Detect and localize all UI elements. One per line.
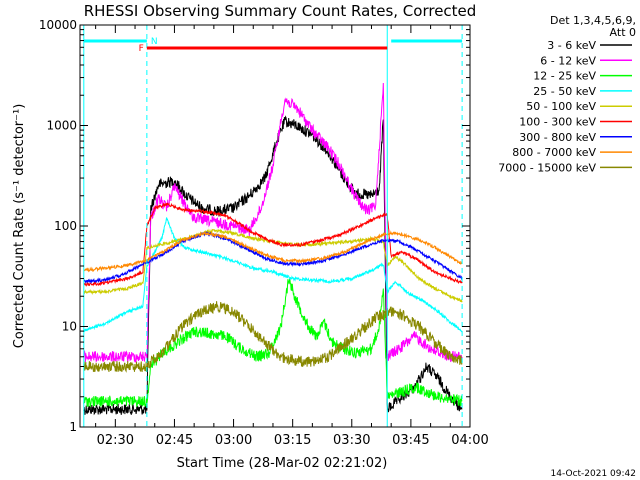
x-tick-label: 03:45 — [392, 433, 429, 448]
series-line — [83, 82, 463, 363]
legend-label: 100 - 300 keV — [519, 116, 596, 129]
x-tick-label: 03:30 — [333, 433, 370, 448]
y-tick-label: 10000 — [39, 18, 77, 32]
legend-label: 3 - 6 keV — [547, 39, 596, 52]
date-stamp: 14-Oct-2021 09:42 — [551, 469, 636, 479]
x-tick-label: 02:45 — [156, 433, 193, 448]
legend-label: 12 - 25 keV — [533, 70, 596, 83]
night-bar-label: N — [151, 37, 158, 47]
x-tick-label: 03:15 — [274, 433, 311, 448]
legend-header: Det 1,3,4,5,6,9, — [550, 14, 636, 27]
y-tick-label: 1 — [69, 420, 77, 434]
x-axis-label: Start Time (28-Mar-02 02:21:02) — [177, 456, 388, 471]
y-tick-label: 1000 — [46, 119, 77, 133]
x-tick-label: 03:00 — [215, 433, 252, 448]
y-tick-label: 10 — [62, 320, 77, 334]
legend-label: 300 - 800 keV — [519, 131, 596, 144]
series-line — [83, 217, 463, 333]
x-tick-label: 02:30 — [97, 433, 134, 448]
legend-header: Att 0 — [610, 26, 636, 39]
legend-label: 25 - 50 keV — [533, 85, 596, 98]
y-tick-label: 100 — [54, 219, 77, 233]
legend: Det 1,3,4,5,6,9,Att 0 3 - 6 keV 6 - 12 keV… — [498, 14, 636, 174]
x-tick-label: 04:00 — [451, 433, 488, 448]
series-line — [83, 115, 463, 416]
y-axis-label: Corrected Count Rate (s⁻¹ detector⁻¹) — [12, 104, 27, 349]
legend-label: 800 - 7000 keV — [512, 146, 596, 159]
x-axis: 02:30 02:45 03:00 03:15 03:30 03:45 04:00 — [95, 25, 489, 448]
legend-label: 50 - 100 keV — [526, 100, 596, 113]
legend-label: 6 - 12 keV — [540, 54, 596, 67]
chart-title: RHESSI Observing Summary Count Rates, Co… — [84, 2, 477, 20]
legend-label: 7000 - 15000 keV — [498, 161, 596, 174]
y-axis: 1 10 100 1000 10000 — [39, 18, 470, 434]
attenuator-bar-label: F — [139, 44, 144, 54]
